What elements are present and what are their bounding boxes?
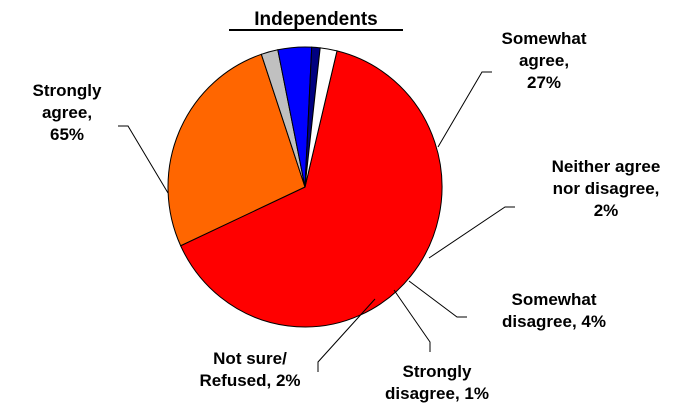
slice-labels: Strongly agree, 65% Somewhat agree, 27% Neithe… [33,29,661,403]
slice-label-strongly-agree: Strongly agree, 65% [33,81,102,144]
leader-lines [118,71,515,372]
slice-label-neither-agree-nor-disagree: Neither agree nor disagree, 2% [552,157,661,220]
slice-label-line: nor disagree, [553,179,660,198]
pie-slice-not-sure-refused [304,47,338,188]
slice-label-line: Neither agree [552,157,661,176]
slice-label-line: Refused, 2% [199,371,300,390]
leader-line-somewhat-agree [437,71,492,148]
slice-label-somewhat-disagree: Somewhat disagree, 4% [502,290,606,331]
slice-label-strongly-disagree: Strongly disagree, 1% [385,362,489,403]
leader-line-not-sure-refused [317,298,376,372]
slice-label-not-sure-refused: Not sure/Refused, 2% [199,349,300,390]
slice-label-line: 65% [50,125,84,144]
slice-label-line: 27% [527,73,561,92]
slice-label-line: agree, [42,103,92,122]
slice-label-line: Not sure/ [213,349,287,368]
leader-line-neither-agree-nor-disagree [428,206,515,259]
slice-label-line: Somewhat [511,290,596,309]
slice-label-line: disagree, 4% [502,312,606,331]
pie-slices [167,46,443,328]
pie-slice-somewhat-agree [167,53,306,247]
leader-line-strongly-disagree [393,289,431,352]
slice-label-line: 2% [594,201,619,220]
slice-label-somewhat-agree: Somewhat agree, 27% [501,29,586,92]
slice-label-line: Somewhat [501,29,586,48]
chart-title: Independents [254,9,378,30]
slice-label-line: Strongly [33,81,102,100]
slice-label-line: Strongly [403,362,472,381]
pie-slice-strongly-agree [179,50,443,328]
slice-label-line: agree, [519,51,569,70]
leader-line-strongly-agree [118,125,169,194]
leader-line-somewhat-disagree [408,280,467,318]
slice-label-line: disagree, 1% [385,384,489,403]
